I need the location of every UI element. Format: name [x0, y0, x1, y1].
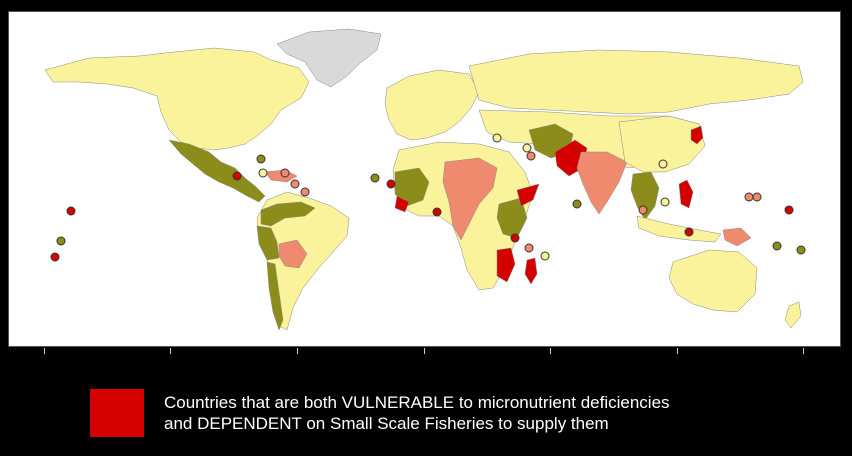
island-marker [540, 251, 550, 261]
axis-tick [297, 348, 298, 354]
island-marker [300, 187, 310, 197]
map-region-north-america [44, 47, 310, 151]
island-marker [492, 133, 502, 143]
map-region-bolivia [278, 239, 308, 269]
island-marker [752, 192, 762, 202]
axis-tick [44, 348, 45, 354]
island-marker [522, 143, 532, 153]
map-region-indonesia [636, 215, 722, 243]
island-marker [370, 173, 380, 183]
map-region-madagascar [524, 257, 538, 285]
island-marker [386, 179, 396, 189]
map-region-australia [668, 249, 758, 313]
legend-swatch [90, 389, 144, 437]
island-marker [258, 168, 268, 178]
map-region-west-africa [394, 167, 430, 207]
island-marker [772, 241, 782, 251]
legend-text-line-1: Countries that are both VULNERABLE to mi… [164, 393, 670, 412]
map-region-central-africa [442, 157, 498, 241]
island-marker [572, 199, 582, 209]
map-region-china [618, 115, 706, 173]
map-region-papua-new-guinea [722, 227, 752, 247]
world-map [8, 11, 841, 347]
map-region-southeast-asia [630, 171, 660, 221]
island-marker [290, 179, 300, 189]
island-marker [796, 245, 806, 255]
map-region-peru [256, 225, 280, 261]
island-marker [524, 243, 534, 253]
island-marker [56, 236, 66, 246]
island-marker [232, 171, 242, 181]
map-region-new-zealand [784, 301, 802, 329]
map-region-russia [468, 49, 804, 115]
island-marker [66, 206, 76, 216]
map-region-chile [266, 261, 284, 331]
island-marker [510, 233, 520, 243]
map-region-northern-south-america [260, 201, 316, 227]
axis-tick [550, 348, 551, 354]
island-markers [50, 133, 806, 262]
island-marker [50, 252, 60, 262]
island-marker [684, 227, 694, 237]
axis-tick [677, 348, 678, 354]
island-marker [744, 192, 754, 202]
world-map-canvas [44, 28, 806, 331]
map-region-horn-of-africa [516, 183, 540, 207]
island-marker [280, 168, 290, 178]
island-marker [526, 151, 536, 161]
legend-text-line-2: and DEPENDENT on Small Scale Fisheries t… [164, 414, 609, 433]
map-region-europe [384, 69, 480, 141]
island-marker [432, 207, 442, 217]
map-region-north-korea [690, 125, 704, 145]
map-region-west-african-coast [394, 195, 410, 213]
island-marker [784, 205, 794, 215]
island-marker [658, 159, 668, 169]
island-marker [256, 154, 266, 164]
map-region-mozambique [496, 247, 516, 283]
island-marker [660, 197, 670, 207]
map-region-india [576, 151, 628, 215]
map-region-philippines [678, 179, 694, 209]
axis-tick [803, 348, 804, 354]
map-region-greenland [276, 28, 382, 88]
map-region-mexico [168, 139, 266, 203]
island-marker [638, 205, 648, 215]
legend-text: Countries that are both VULNERABLE to mi… [164, 392, 764, 434]
axis-tick [424, 348, 425, 354]
axis-tick [170, 348, 171, 354]
